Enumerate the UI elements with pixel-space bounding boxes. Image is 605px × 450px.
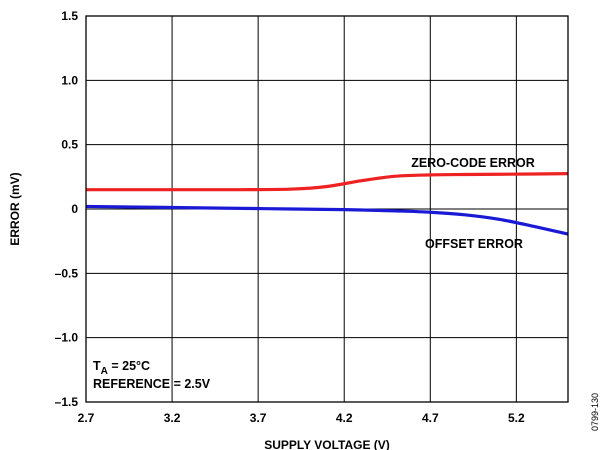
temperature-symbol: T xyxy=(93,359,101,373)
y-tick-label: –1.5 xyxy=(55,395,79,409)
figure-id: 0799-130 xyxy=(590,393,600,431)
y-tick-label: –1.0 xyxy=(55,331,79,345)
x-tick-label: 2.7 xyxy=(78,411,95,425)
y-tick-label: –0.5 xyxy=(55,266,79,280)
x-axis-title: SUPPLY VOLTAGE (V) xyxy=(264,438,390,450)
x-tick-label: 4.7 xyxy=(422,411,439,425)
x-tick-label: 3.7 xyxy=(250,411,267,425)
zero-code-error-line xyxy=(86,172,569,192)
x-tick-label: 3.2 xyxy=(164,411,181,425)
temperature-value: = 25°C xyxy=(108,359,150,373)
y-tick-labels: 1.5 1.0 0.5 0 –0.5 –1.0 –1.5 xyxy=(55,9,79,409)
temperature-annotation: TA = 25°C xyxy=(93,359,150,377)
reference-annotation: REFERENCE = 2.5V xyxy=(93,377,211,391)
series-group xyxy=(85,172,569,236)
y-tick-label: 0 xyxy=(71,202,78,216)
x-tick-labels: 2.7 3.2 3.7 4.2 4.7 5.2 xyxy=(78,411,525,425)
y-tick-label: 1.0 xyxy=(61,73,78,87)
offset-error-label: OFFSET ERROR xyxy=(425,237,523,251)
y-tick-label: 0.5 xyxy=(61,138,78,152)
x-tick-label: 5.2 xyxy=(508,411,525,425)
plot-frame xyxy=(85,15,569,403)
x-tick-label: 4.2 xyxy=(336,411,353,425)
offset-error-line xyxy=(85,204,569,236)
zero-code-error-label: ZERO-CODE ERROR xyxy=(411,156,535,170)
y-tick-label: 1.5 xyxy=(61,9,78,23)
y-axis-title: ERROR (mV) xyxy=(8,172,22,245)
temperature-subscript: A xyxy=(101,366,108,377)
